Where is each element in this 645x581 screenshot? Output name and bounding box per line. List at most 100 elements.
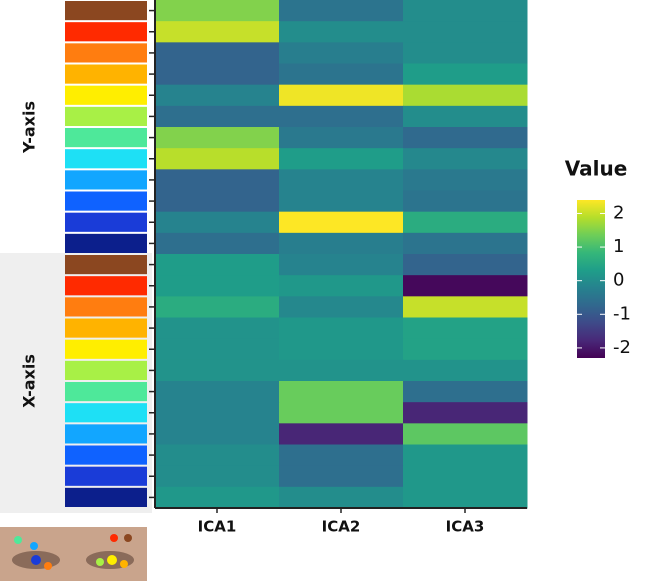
colorbar-title: Value (565, 157, 628, 181)
heat-cell (155, 211, 280, 234)
x-tick-label: ICA3 (446, 518, 485, 536)
row-swatch (65, 276, 147, 296)
heat-cell (279, 232, 404, 255)
heat-cell (155, 254, 280, 276)
row-swatch (65, 149, 147, 169)
heat-cell (155, 359, 280, 382)
heat-cell (279, 21, 404, 43)
row-swatch (65, 255, 147, 275)
heat-cell (279, 42, 404, 64)
row-swatch (65, 128, 147, 148)
x-tick-label: ICA2 (322, 518, 361, 536)
heat-cell (403, 127, 528, 149)
heat-cell (403, 63, 528, 86)
heat-cell (279, 317, 404, 340)
heat-cell (403, 21, 528, 43)
heat-cell (155, 423, 280, 445)
heat-cell (403, 169, 528, 191)
heat-cell (279, 105, 404, 128)
heat-cell (279, 275, 404, 297)
x-tick-label: ICA1 (198, 518, 237, 536)
heat-cell (155, 232, 280, 255)
row-swatch (65, 403, 147, 423)
row-swatch (65, 43, 147, 63)
heat-cell (279, 338, 404, 361)
row-swatch (65, 233, 147, 253)
colorbar-tick-label: 0 (613, 270, 624, 291)
heat-cell (279, 127, 404, 149)
heat-cell (155, 105, 280, 128)
heat-cell (279, 63, 404, 86)
heat-cell (279, 148, 404, 170)
heat-cell (279, 0, 404, 22)
heat-cell (155, 84, 280, 107)
heat-cell (403, 84, 528, 107)
heat-cell (403, 381, 528, 403)
heat-cell (403, 105, 528, 128)
heat-cell (403, 148, 528, 170)
heat-cell (155, 465, 280, 488)
heat-cell (155, 127, 280, 149)
colorbar-tick-label: -1 (613, 303, 631, 324)
heat-cell (403, 42, 528, 64)
heat-cell (279, 381, 404, 403)
heat-cell (279, 84, 404, 107)
heat-cell (155, 21, 280, 43)
heat-cell (403, 359, 528, 382)
colorbar-tick-label: -2 (613, 337, 631, 358)
heat-cell (155, 42, 280, 64)
heat-cell (155, 275, 280, 297)
row-swatch (65, 64, 147, 84)
heat-cell (155, 486, 280, 509)
heat-cell (403, 275, 528, 297)
heat-cell (403, 0, 528, 22)
heat-cell (155, 63, 280, 86)
row-swatch (65, 106, 147, 126)
heat-cell (403, 190, 528, 213)
heat-cell (403, 402, 528, 424)
group-label: X-axis (20, 354, 39, 408)
heat-cell (155, 338, 280, 361)
row-swatch (65, 170, 147, 190)
heat-cell (403, 338, 528, 361)
heat-cell (279, 254, 404, 276)
heat-cell (279, 296, 404, 318)
group-label: Y-axis (20, 101, 39, 154)
heat-cell (403, 423, 528, 445)
heat-cell (279, 169, 404, 191)
row-swatch (65, 487, 147, 507)
heat-cell (279, 211, 404, 234)
heat-cell (155, 148, 280, 170)
colorbar-tick-label: 1 (613, 236, 624, 257)
row-swatch (65, 297, 147, 317)
heat-cell (155, 317, 280, 340)
face-image (0, 527, 147, 581)
row-swatch (65, 466, 147, 486)
row-swatch (65, 424, 147, 444)
colorbar-tick-label: 2 (613, 202, 624, 223)
heat-cell (155, 381, 280, 403)
heat-cell (155, 0, 280, 22)
heat-cell (279, 359, 404, 382)
heat-cell (403, 211, 528, 234)
heat-cell (155, 402, 280, 424)
row-swatch (65, 339, 147, 359)
heat-cell (403, 254, 528, 276)
heat-cell (155, 296, 280, 318)
heat-cell (279, 465, 404, 488)
row-swatch (65, 360, 147, 380)
heat-cell (155, 190, 280, 213)
row-swatch (65, 1, 147, 21)
heat-cell (403, 444, 528, 467)
heat-cell (279, 486, 404, 509)
heat-cell (403, 317, 528, 340)
row-swatch (65, 212, 147, 232)
heat-cell (279, 423, 404, 445)
heat-cell (403, 232, 528, 255)
row-swatch (65, 85, 147, 105)
heat-cell (403, 296, 528, 318)
row-swatch (65, 318, 147, 338)
heat-cell (403, 486, 528, 509)
heat-cell (279, 402, 404, 424)
